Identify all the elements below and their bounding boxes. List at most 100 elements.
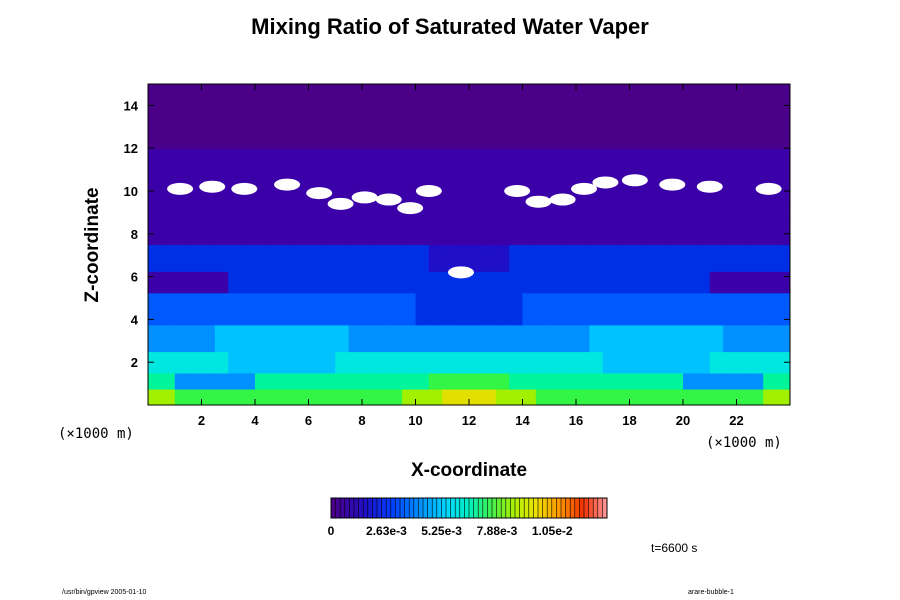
field-cell xyxy=(442,212,457,219)
field-cell xyxy=(214,116,229,123)
field-cell xyxy=(295,94,310,101)
field-cell xyxy=(763,351,778,358)
field-cell xyxy=(522,148,537,155)
field-cell xyxy=(522,330,537,337)
field-cell xyxy=(214,388,229,395)
field-cell xyxy=(201,298,216,304)
field-cell xyxy=(776,196,790,203)
field-cell xyxy=(255,228,269,235)
field-cell xyxy=(308,201,323,208)
field-cell xyxy=(335,153,350,160)
field-cell xyxy=(255,217,269,224)
field-cell xyxy=(669,89,684,96)
field-cell xyxy=(723,335,738,342)
field-cell xyxy=(348,174,363,181)
field-cell xyxy=(602,89,617,96)
field-cell xyxy=(549,94,564,101)
field-cell xyxy=(629,335,644,342)
field-cell xyxy=(255,239,269,246)
field-cell xyxy=(201,217,216,224)
field-cell xyxy=(549,324,564,331)
field-cell xyxy=(214,319,229,326)
field-cell xyxy=(482,164,497,171)
field-cell xyxy=(616,383,631,390)
field-cell xyxy=(669,324,684,331)
field-cell xyxy=(763,394,778,401)
field-cell xyxy=(402,260,417,267)
field-cell xyxy=(375,137,390,144)
field-cell xyxy=(228,351,243,358)
field-cell xyxy=(656,383,671,390)
field-cell xyxy=(549,308,564,315)
field-cell xyxy=(535,335,550,342)
field-cell xyxy=(201,174,216,181)
field-cell xyxy=(388,319,403,326)
field-cell xyxy=(348,388,363,395)
field-cell xyxy=(442,137,457,144)
field-cell xyxy=(562,185,577,192)
field-cell xyxy=(428,212,443,219)
field-cell xyxy=(295,121,310,128)
field-cell xyxy=(348,89,363,96)
field-cell xyxy=(763,89,778,96)
field-cell xyxy=(509,132,524,139)
field-cell xyxy=(495,153,510,160)
field-cell xyxy=(348,148,363,155)
field-cell xyxy=(295,164,310,171)
field-cell xyxy=(375,84,390,90)
field-cell xyxy=(482,303,497,310)
y-tick-label: 4 xyxy=(131,312,139,327)
field-cell xyxy=(442,244,457,251)
field-cell xyxy=(308,217,323,224)
field-cell xyxy=(241,287,256,294)
field-cell xyxy=(308,153,323,160)
field-cell xyxy=(469,158,483,165)
field-cell xyxy=(642,249,657,256)
field-cell xyxy=(469,94,483,101)
field-cell xyxy=(148,100,162,106)
field-cell xyxy=(562,372,577,379)
field-cell xyxy=(562,89,577,96)
field-cell xyxy=(268,324,283,331)
field-cell xyxy=(709,249,724,256)
field-cell xyxy=(415,319,430,326)
field-cell xyxy=(562,191,577,197)
field-cell xyxy=(656,174,671,181)
field-cell xyxy=(576,356,590,363)
field-cell xyxy=(749,105,764,112)
field-cell xyxy=(549,100,564,106)
field-cell xyxy=(281,89,296,96)
field-cell xyxy=(482,94,497,101)
field-cell xyxy=(509,223,524,230)
field-cell xyxy=(562,303,577,310)
field-cell xyxy=(749,116,764,123)
field-cell xyxy=(642,308,657,315)
field-cell xyxy=(161,84,176,90)
colorbar-segment xyxy=(441,498,447,518)
field-cell xyxy=(335,367,350,374)
field-cell xyxy=(402,383,417,390)
field-cell xyxy=(335,142,350,149)
field-cell xyxy=(776,89,790,96)
colorbar-segment xyxy=(446,498,451,518)
field-cell xyxy=(535,244,550,251)
field-cell xyxy=(201,132,216,139)
field-cell xyxy=(736,319,751,326)
field-cell xyxy=(241,308,256,315)
field-cell xyxy=(683,356,697,363)
field-cell xyxy=(776,399,790,405)
field-cell xyxy=(469,217,483,224)
field-cell xyxy=(241,201,256,208)
field-cell xyxy=(455,330,470,337)
field-cell xyxy=(669,351,684,358)
field-cell xyxy=(683,100,697,106)
field-cell xyxy=(228,330,243,337)
field-cell xyxy=(616,148,631,155)
field-cell xyxy=(308,142,323,149)
field-cell xyxy=(629,372,644,379)
field-cell xyxy=(776,351,790,358)
field-cell xyxy=(335,244,350,251)
field-cell xyxy=(763,292,778,299)
field-cell xyxy=(469,126,483,133)
colorbar-segment xyxy=(570,498,576,518)
